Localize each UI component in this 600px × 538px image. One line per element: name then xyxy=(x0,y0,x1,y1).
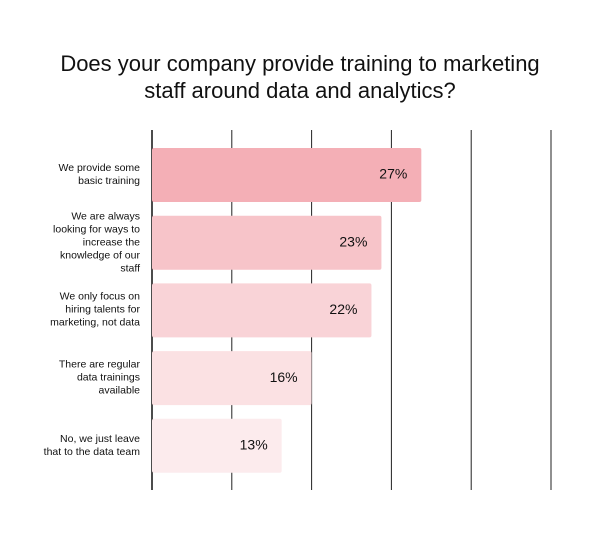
bar xyxy=(152,148,422,202)
bar xyxy=(152,418,282,473)
value-label: 23% xyxy=(339,233,367,249)
bar xyxy=(152,351,312,406)
category-label: We provide some basic training xyxy=(58,162,140,187)
value-label: 27% xyxy=(379,166,407,182)
category-label: There are regular data trainings availab… xyxy=(58,358,140,397)
chart-title: Does your company provide training to ma… xyxy=(60,51,540,103)
value-label: 22% xyxy=(329,301,357,317)
value-label: 16% xyxy=(270,369,298,385)
bar xyxy=(152,215,382,270)
category-label: We are always looking for ways to increa… xyxy=(53,210,140,275)
category-label: No, we just leave that to the data team xyxy=(43,432,140,458)
bar xyxy=(152,283,372,338)
value-label: 13% xyxy=(240,437,268,453)
category-label: We only focus on hiring talents for mark… xyxy=(50,290,140,329)
